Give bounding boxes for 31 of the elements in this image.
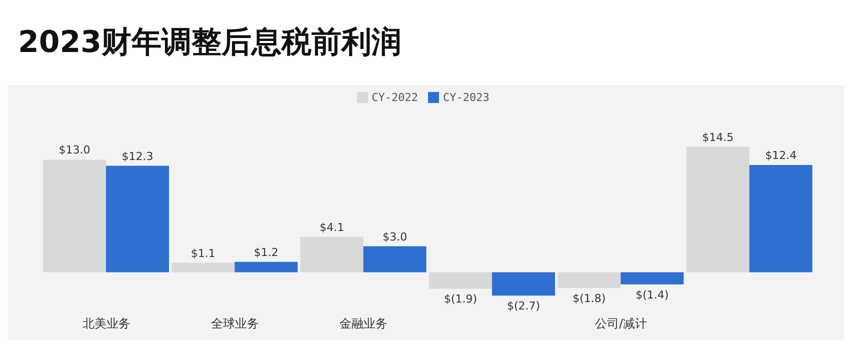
x-tick-label: 北美业务 — [82, 316, 130, 331]
bar — [172, 262, 235, 272]
chart-title: 2023财年调整后息税前利润 — [18, 24, 402, 62]
x-tick-label: 全球业务 — [211, 316, 259, 331]
data-label: $4.1 — [320, 220, 344, 234]
data-label: $(2.7) — [506, 300, 540, 313]
data-label: $3.0 — [382, 230, 408, 244]
bar — [492, 272, 555, 296]
bar — [620, 272, 684, 284]
data-label: $12.3 — [122, 150, 154, 163]
data-label: $(1.4) — [636, 288, 669, 302]
bar — [43, 160, 106, 272]
bar — [429, 272, 492, 289]
bar — [234, 262, 298, 272]
data-label: $14.5 — [702, 130, 734, 144]
legend-label: CY-2023 — [443, 91, 490, 104]
data-label: $(1.8) — [572, 292, 606, 305]
data-label: $1.1 — [190, 246, 216, 260]
x-tick-label: 公司/减计 — [594, 316, 648, 331]
bar — [300, 236, 364, 272]
legend-label: CY-2022 — [372, 91, 418, 104]
x-tick-label: 金融业务 — [340, 316, 388, 331]
bar — [686, 146, 750, 272]
data-label: $1.2 — [254, 246, 278, 259]
data-label: $13.0 — [58, 144, 90, 157]
bar — [558, 272, 621, 288]
bar — [106, 166, 169, 272]
data-label: $12.4 — [765, 148, 797, 162]
bar — [363, 246, 426, 272]
data-label: $(1.9) — [444, 292, 478, 306]
bar — [749, 164, 812, 272]
